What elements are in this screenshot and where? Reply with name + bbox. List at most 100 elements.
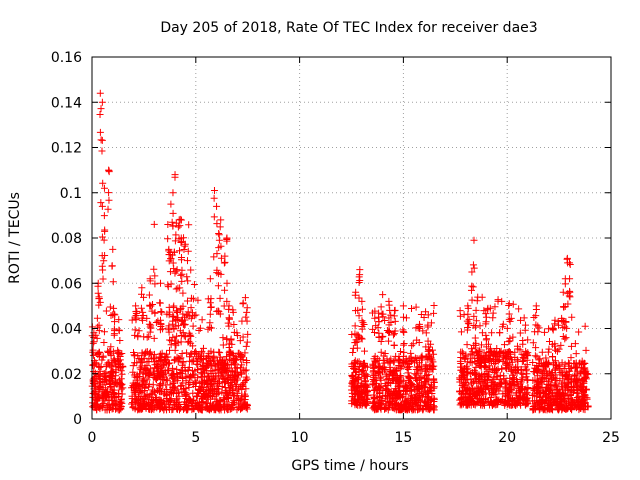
roti-point — [498, 323, 506, 331]
roti-point — [501, 398, 509, 406]
roti-point — [178, 373, 186, 381]
roti-point — [243, 375, 251, 383]
roti-point — [196, 379, 204, 387]
roti-point — [430, 403, 438, 411]
roti-point — [503, 359, 511, 367]
roti-point — [181, 333, 189, 341]
roti-point — [110, 304, 118, 312]
roti-point — [568, 313, 576, 321]
roti-point — [135, 327, 143, 335]
roti-point — [173, 405, 181, 413]
roti-point — [356, 395, 364, 403]
roti-point — [472, 390, 480, 398]
roti-point — [157, 279, 165, 287]
roti-point — [522, 321, 530, 329]
roti-point — [207, 347, 215, 355]
roti-point — [383, 376, 391, 384]
roti-point — [150, 220, 158, 228]
roti-point — [382, 392, 390, 400]
roti-point — [397, 372, 405, 380]
y-axis-label: ROTI / TECUs — [7, 192, 23, 284]
roti-point — [227, 381, 235, 389]
roti-point — [183, 349, 191, 357]
roti-point — [554, 400, 562, 408]
roti-point — [385, 327, 393, 335]
roti-point — [491, 303, 499, 311]
roti-point — [361, 397, 369, 405]
roti-point — [562, 372, 570, 380]
roti-point — [140, 392, 148, 400]
roti-point — [223, 389, 231, 397]
roti-point — [369, 325, 377, 333]
roti-point — [531, 376, 539, 384]
roti-point — [152, 364, 160, 372]
roti-point — [468, 296, 476, 304]
roti-point — [494, 296, 502, 304]
roti-point — [117, 380, 125, 388]
roti-point — [457, 390, 465, 398]
roti-point — [546, 401, 554, 409]
roti-point — [210, 194, 218, 202]
roti-point — [466, 396, 474, 404]
roti-point — [395, 355, 403, 363]
roti-point — [164, 220, 172, 228]
roti-point — [571, 360, 579, 368]
roti-point — [196, 324, 204, 332]
roti-point — [178, 388, 186, 396]
roti-point — [487, 394, 495, 402]
roti-point — [382, 370, 390, 378]
roti-point — [575, 328, 583, 336]
roti-point — [580, 379, 588, 387]
roti-point — [166, 396, 174, 404]
roti-point — [228, 400, 236, 408]
roti-point — [157, 354, 165, 362]
roti-point — [134, 352, 142, 360]
roti-point — [155, 369, 163, 377]
roti-point — [166, 268, 174, 276]
roti-point — [576, 404, 584, 412]
roti-point — [379, 332, 387, 340]
roti-point — [523, 400, 531, 408]
roti-point — [112, 378, 120, 386]
roti-point — [498, 297, 506, 305]
roti-point — [233, 364, 241, 372]
roti-point — [105, 189, 113, 197]
roti-point — [128, 395, 136, 403]
roti-point — [471, 341, 479, 349]
roti-point — [184, 247, 192, 255]
roti-point — [482, 370, 490, 378]
roti-point — [400, 328, 408, 336]
roti-point — [243, 338, 251, 346]
roti-point — [221, 366, 229, 374]
roti-point — [475, 348, 483, 356]
roti-point — [417, 379, 425, 387]
roti-point — [102, 307, 110, 315]
roti-point — [146, 301, 154, 309]
roti-point — [385, 314, 393, 322]
roti-point — [147, 321, 155, 329]
roti-point — [130, 351, 138, 359]
roti-point — [564, 386, 572, 394]
roti-point — [509, 378, 517, 386]
roti-point — [210, 355, 218, 363]
roti-point — [106, 380, 114, 388]
roti-point — [165, 251, 173, 259]
roti-point — [561, 280, 569, 288]
roti-point — [547, 371, 555, 379]
roti-point — [482, 320, 490, 328]
roti-point — [461, 381, 469, 389]
roti-point — [90, 338, 98, 346]
roti-point — [225, 340, 233, 348]
roti-point — [185, 221, 193, 229]
roti-point — [96, 89, 104, 97]
roti-point — [385, 321, 393, 329]
roti-point — [358, 366, 366, 374]
roti-point — [499, 390, 507, 398]
roti-point — [130, 371, 138, 379]
roti-point — [469, 261, 477, 269]
roti-point — [170, 324, 178, 332]
roti-point — [198, 316, 206, 324]
roti-point — [357, 379, 365, 387]
roti-point — [473, 297, 481, 305]
roti-point — [509, 333, 517, 341]
